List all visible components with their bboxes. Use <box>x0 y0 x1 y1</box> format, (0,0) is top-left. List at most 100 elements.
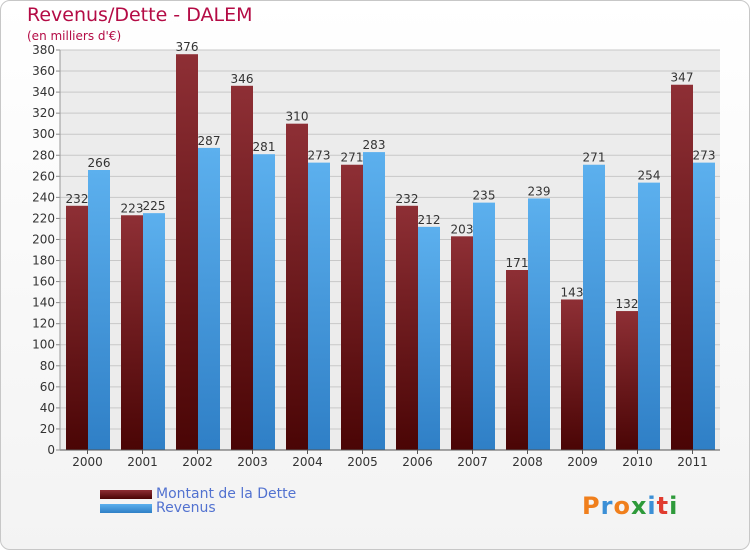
x-tick-label: 2008 <box>512 455 543 469</box>
x-tick-label: 2002 <box>182 455 213 469</box>
data-label-revenus: 273 <box>308 149 331 163</box>
bar-debt <box>66 205 88 450</box>
y-tick-label: 380 <box>32 43 55 57</box>
logo-letter: r <box>600 492 614 520</box>
bar-revenus <box>143 213 165 450</box>
x-axis-ticks: 2000 2001 2002 2003 2004 2005 2006 2007 2008 2009… <box>72 450 708 469</box>
bar-revenus <box>528 198 550 450</box>
data-label-revenus: 283 <box>363 138 386 152</box>
bar-revenus <box>693 162 715 450</box>
bar-debt <box>506 270 528 450</box>
y-axis-ticks: 0 20 40 60 80 100 120 140 160 180 200 220 240 260 280 3… <box>32 43 60 457</box>
y-tick-label: 360 <box>32 64 55 78</box>
bar-debt <box>561 299 583 450</box>
y-tick-label: 20 <box>40 422 55 436</box>
logo-letter: t <box>656 492 670 520</box>
x-tick-label: 2006 <box>402 455 433 469</box>
data-label-debt: 376 <box>176 40 199 54</box>
bar-debt <box>341 164 363 450</box>
data-label-debt: 271 <box>341 151 364 165</box>
chart-title: Revenus/Dette - DALEM <box>27 4 253 26</box>
y-tick-label: 0 <box>47 443 55 457</box>
data-label-debt: 347 <box>671 71 694 85</box>
y-tick-label: 100 <box>32 338 55 352</box>
logo-letter: o <box>613 492 631 520</box>
data-label-revenus: 212 <box>418 213 441 227</box>
y-tick-label: 80 <box>40 359 55 373</box>
bar-debt <box>671 84 693 450</box>
bar-revenus <box>88 170 110 450</box>
bar-revenus <box>473 202 495 450</box>
x-tick-label: 2011 <box>677 455 708 469</box>
data-label-debt: 143 <box>561 285 584 299</box>
data-label-debt: 310 <box>286 110 309 124</box>
data-label-revenus: 254 <box>638 169 661 183</box>
data-label-debt: 232 <box>396 192 419 206</box>
logo-letter: P <box>582 492 601 520</box>
y-tick-label: 200 <box>32 232 55 246</box>
data-label-revenus: 225 <box>143 199 166 213</box>
bar-debt <box>396 205 418 450</box>
grid-lines <box>60 49 720 430</box>
data-label-debt: 232 <box>66 192 89 206</box>
x-tick-label: 2004 <box>292 455 323 469</box>
y-tick-label: 120 <box>32 317 55 331</box>
legend-swatch-debt <box>100 490 152 499</box>
bar-revenus <box>418 226 440 450</box>
data-label-revenus: 266 <box>88 156 111 170</box>
y-tick-label: 340 <box>32 85 55 99</box>
y-tick-label: 320 <box>32 106 55 120</box>
x-tick-label: 2007 <box>457 455 488 469</box>
proxiti-logo: Proxiti <box>582 492 678 520</box>
y-tick-label: 280 <box>32 148 55 162</box>
y-tick-label: 220 <box>32 211 55 225</box>
x-tick-label: 2003 <box>237 455 268 469</box>
logo-letter: i <box>647 492 657 520</box>
bar-revenus <box>583 164 605 450</box>
data-label-revenus: 271 <box>583 151 606 165</box>
x-tick-label: 2000 <box>72 455 103 469</box>
x-tick-label: 2010 <box>622 455 653 469</box>
legend-swatch-revenus <box>100 504 152 513</box>
data-label-debt: 223 <box>121 201 144 215</box>
bar-revenus <box>253 154 275 451</box>
chart-subtitle: (en milliers d'€) <box>27 29 122 43</box>
legend-label-revenus: Revenus <box>156 500 216 516</box>
data-label-revenus: 235 <box>473 189 496 203</box>
data-label-debt: 346 <box>231 72 254 86</box>
bar-debt <box>231 85 253 450</box>
x-tick-label: 2005 <box>347 455 378 469</box>
bar-debt <box>286 123 308 451</box>
bar-debt <box>176 54 198 451</box>
data-label-debt: 203 <box>451 222 474 236</box>
data-label-debt: 132 <box>616 297 639 311</box>
data-label-revenus: 281 <box>253 140 276 154</box>
logo-letter: i <box>669 492 679 520</box>
data-label-revenus: 287 <box>198 134 221 148</box>
bar-debt <box>121 215 143 450</box>
data-label-revenus: 239 <box>528 184 551 198</box>
bar-debt <box>616 311 638 450</box>
data-label-debt: 171 <box>506 256 529 270</box>
y-tick-label: 300 <box>32 127 55 141</box>
bars <box>66 54 715 451</box>
y-tick-label: 240 <box>32 190 55 204</box>
y-tick-label: 40 <box>40 401 55 415</box>
bar-revenus <box>308 162 330 450</box>
bar-debt <box>451 236 473 450</box>
bar-revenus <box>363 152 385 450</box>
y-tick-label: 180 <box>32 254 55 268</box>
y-tick-label: 60 <box>40 380 55 394</box>
x-tick-label: 2001 <box>127 455 158 469</box>
y-tick-label: 140 <box>32 296 55 310</box>
data-label-revenus: 273 <box>693 149 716 163</box>
legend-label-debt: Montant de la Dette <box>156 486 297 502</box>
y-tick-label: 260 <box>32 169 55 183</box>
bar-revenus <box>198 147 220 451</box>
y-tick-label: 160 <box>32 275 55 289</box>
logo-letter: x <box>630 492 648 520</box>
bar-revenus <box>638 182 660 450</box>
x-tick-label: 2009 <box>567 455 598 469</box>
